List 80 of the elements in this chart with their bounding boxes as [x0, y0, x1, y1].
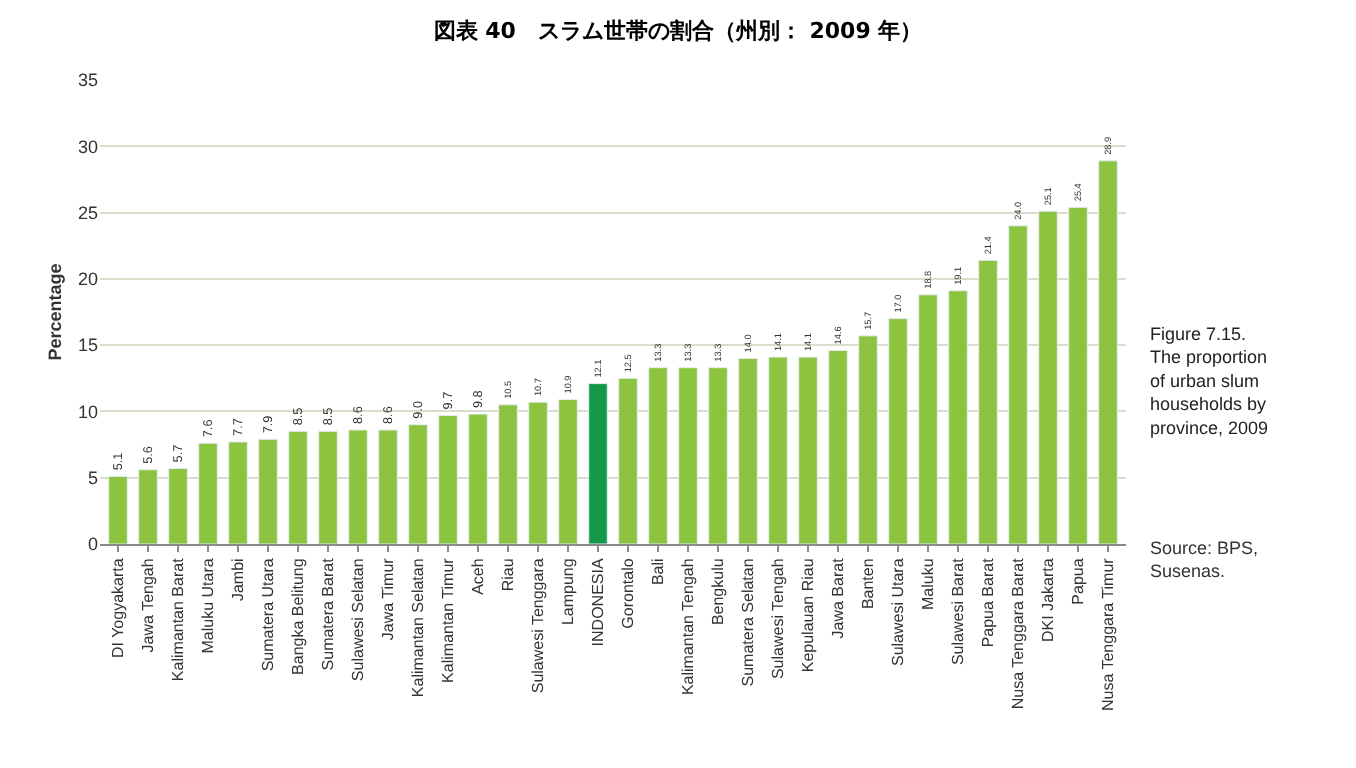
- x-tick-label: Sulawesi Tenggara: [529, 557, 548, 694]
- bar: [408, 424, 428, 544]
- bar: [648, 367, 668, 544]
- x-tick-label: INDONESIA: [589, 557, 608, 647]
- caption: Figure 7.15. The proportion of urban slum households by province, 2009: [1150, 324, 1269, 438]
- bar: [1038, 210, 1058, 544]
- y-tick-label: 5: [87, 468, 98, 489]
- x-tick-label: Bengkulu: [709, 558, 728, 626]
- x-tick-label: Sulawesi Utara: [889, 557, 908, 667]
- x-tick-label: Sumatera Barat: [319, 556, 338, 671]
- bar: [528, 401, 548, 544]
- x-tick-label: Lampung: [559, 558, 578, 626]
- x-tick-label: Sulawesi Tengah: [769, 558, 788, 680]
- x-tick-label: Nusa Tenggara Timur: [1099, 557, 1118, 712]
- x-tick-label: DKI Jakarta: [1039, 557, 1058, 642]
- bar: [888, 318, 908, 544]
- bar: [318, 430, 338, 544]
- bar: [228, 441, 248, 544]
- x-tick-label: DI Yogyakarta: [109, 557, 128, 659]
- y-tick-label: 20: [77, 269, 98, 290]
- x-tick-label: Bangka Belitung: [289, 558, 308, 675]
- x-tick-label: Sulawesi Selatan: [349, 558, 368, 682]
- bar: [708, 367, 728, 544]
- bar: [168, 467, 188, 544]
- bar: [138, 469, 158, 544]
- bar: [798, 356, 818, 544]
- bar: [348, 429, 368, 544]
- x-tick-label: Bali: [649, 557, 668, 586]
- bar: [978, 259, 998, 544]
- bar: [918, 294, 938, 544]
- bar: [288, 430, 308, 544]
- bar: [618, 377, 638, 544]
- x-tick-label: Jawa Timur: [379, 557, 398, 641]
- y-tick-label: 10: [77, 401, 98, 422]
- y-tick-label: 25: [77, 202, 98, 223]
- x-tick-label: Papua: [1069, 557, 1088, 605]
- bar: [1008, 225, 1028, 544]
- y-tick-label: 0: [87, 534, 98, 555]
- y-tick-label: 15: [77, 335, 98, 356]
- x-tick-label: Jawa Barat: [829, 556, 848, 639]
- bar: [588, 383, 608, 544]
- y-tick-label: 30: [77, 136, 98, 157]
- x-tick-label: Kepulauan Riau: [799, 558, 818, 673]
- bar: [498, 404, 518, 544]
- x-tick-label: Kalimantan Tengah: [679, 558, 698, 696]
- bar: [678, 367, 698, 544]
- x-tick-label: Aceh: [469, 558, 488, 595]
- x-tick-label: Kalimantan Selatan: [409, 558, 428, 698]
- x-tick-label: Jambi: [229, 557, 248, 602]
- x-tick-label: Kalimantan Barat: [169, 556, 188, 682]
- bar: [738, 357, 758, 544]
- bar: [438, 414, 458, 544]
- bar: [948, 290, 968, 544]
- x-tick-label: Sulawesi Barat: [949, 556, 968, 666]
- bar: [1068, 206, 1088, 544]
- x-tick-label: Maluku Utara: [199, 557, 218, 654]
- x-tick-label: Maluku: [919, 558, 938, 610]
- bar: [828, 349, 848, 544]
- bar: [1098, 160, 1118, 544]
- chart-title: 図表 40 スラム世帯の割合（州別： 2009 年）: [433, 18, 923, 45]
- y-tick-label: 35: [77, 70, 98, 91]
- x-tick-label: Banten: [859, 558, 878, 610]
- bar: [198, 442, 218, 544]
- x-tick-label: Riau: [499, 558, 518, 592]
- bar: [258, 438, 278, 544]
- bar: [468, 413, 488, 544]
- bar: [108, 475, 128, 544]
- y-axis-title: Percentage: [44, 263, 65, 361]
- x-tick-label: Gorontalo: [619, 557, 638, 629]
- x-tick-label: Papua Barat: [979, 556, 998, 648]
- source-note: Source: BPS, Susenas.: [1150, 538, 1259, 582]
- x-tick-label: Sumatera Utara: [259, 557, 278, 672]
- bar: [858, 335, 878, 544]
- bar: [558, 399, 578, 544]
- x-tick-label: Sumatera Selatan: [739, 558, 758, 687]
- x-tick-label: Jawa Tengah: [139, 558, 158, 653]
- x-tick-label: Kalimantan Timur: [439, 557, 458, 683]
- bar: [378, 429, 398, 544]
- x-tick-label: Nusa Tenggara Barat: [1009, 556, 1028, 710]
- bar: [768, 356, 788, 544]
